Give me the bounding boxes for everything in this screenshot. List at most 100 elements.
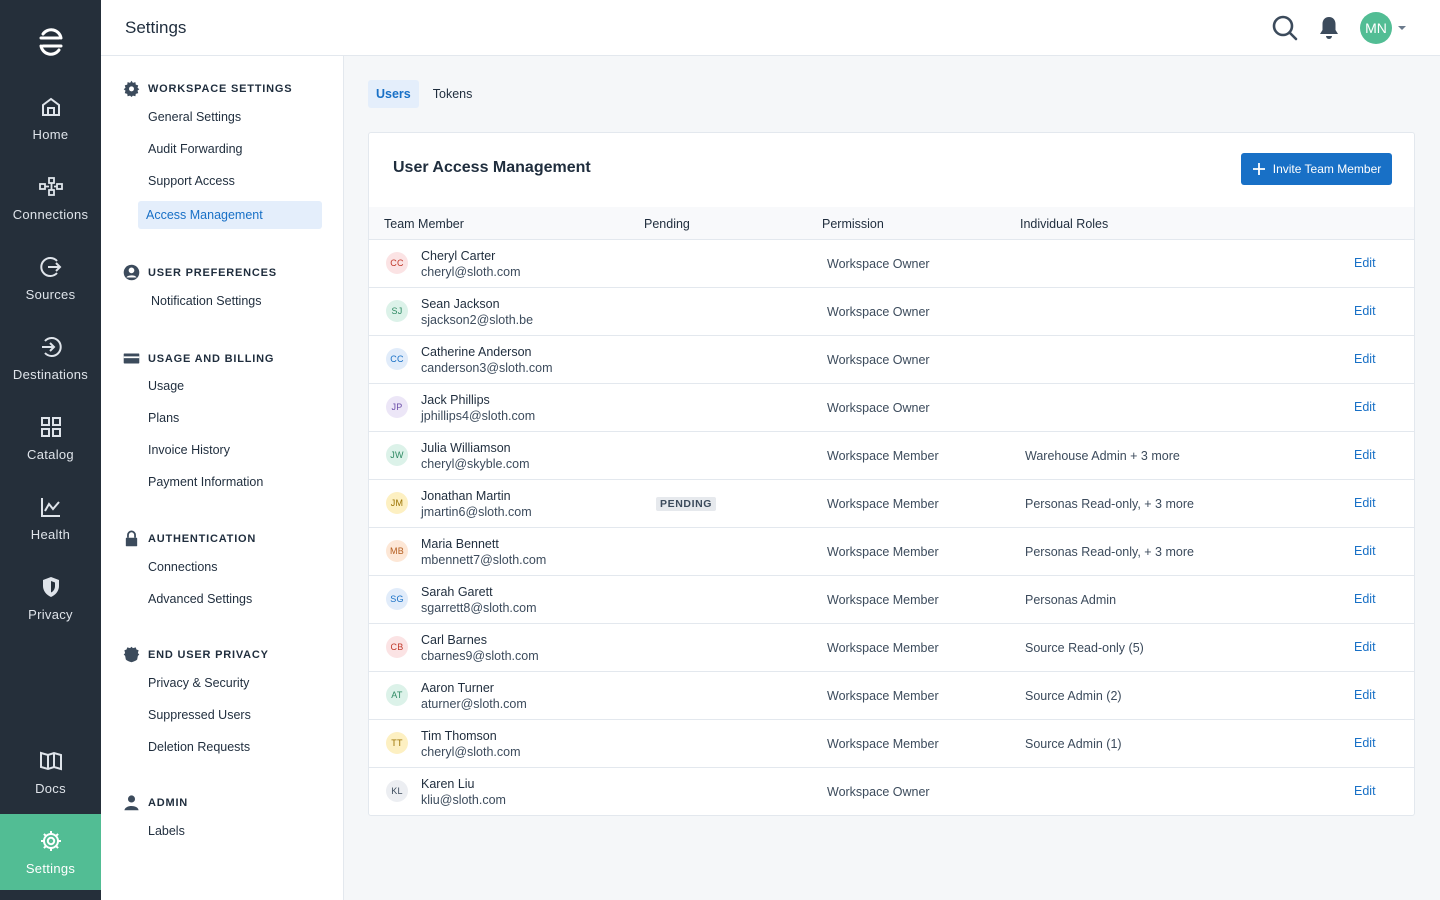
user-avatar[interactable]: MN [1360,12,1392,44]
member-email: mbennett7@sloth.com [421,553,547,567]
edit-link[interactable]: Edit [1354,304,1376,318]
table-row: CC Catherine Anderson canderson3@sloth.com… [369,336,1414,384]
section-title: AUTHENTICATION [148,532,257,545]
nav-labels[interactable]: Labels [148,824,185,838]
section-title: USAGE AND BILLING [148,352,275,365]
nav-notification-settings[interactable]: Notification Settings [151,294,262,308]
table-row: SJ Sean Jackson sjackson2@sloth.be Workspac… [369,288,1414,336]
table-row: CB Carl Barnes cbarnes9@sloth.com Workspace… [369,624,1414,672]
settings-tabs: Users Tokens [368,80,486,108]
member-name: Julia Williamson [421,441,511,455]
plus-icon [1252,163,1265,175]
bell-icon[interactable] [1316,15,1342,41]
avatar: JP [386,396,408,418]
rail-item-privacy[interactable]: Privacy [0,560,101,636]
tab-users[interactable]: Users [368,80,419,108]
edit-link[interactable]: Edit [1354,688,1376,702]
member-email: sjackson2@sloth.be [421,313,534,327]
docs-icon [39,751,62,770]
invite-team-member-button[interactable]: Invite Team Member [1241,153,1392,185]
member-email: jphillips4@sloth.com [421,409,536,423]
nav-usage[interactable]: Usage [148,379,185,393]
nav-general-settings[interactable]: General Settings [148,110,242,124]
nav-advanced-settings[interactable]: Advanced Settings [148,592,253,606]
member-name: Tim Thomson [421,729,497,743]
edit-link[interactable]: Edit [1354,592,1376,606]
page-title: Settings [125,18,187,37]
nav-deletion-requests[interactable]: Deletion Requests [148,740,251,754]
sources-icon [39,256,61,277]
permission: Workspace Member [827,449,939,463]
rail-item-health[interactable]: Health [0,480,101,556]
rail-item-catalog[interactable]: Catalog [0,400,101,476]
rail-label: Privacy [28,606,73,622]
member-email: kliu@sloth.com [421,793,506,807]
member-name: Maria Bennett [421,537,499,551]
table-row: KL Karen Liu kliu@sloth.com Workspace Owner… [369,768,1414,815]
user-circle-icon [123,264,140,281]
segment-logo-icon[interactable] [0,22,101,62]
health-icon [40,497,60,517]
permission: Workspace Member [827,497,939,511]
nav-audit-forwarding[interactable]: Audit Forwarding [148,142,243,156]
table-row: JP Jack Phillips jphillips4@sloth.com Works… [369,384,1414,432]
rail-item-home[interactable]: Home [0,80,101,156]
column-header: Individual Roles [1020,217,1109,231]
rail-item-connections[interactable]: Connections [0,160,101,236]
individual-roles: Personas Read-only, + 3 more [1025,545,1194,559]
column-header: Team Member [384,217,464,231]
edit-link[interactable]: Edit [1354,400,1376,414]
member-name: Aaron Turner [421,681,494,695]
user-access-card: User Access Management Invite Team Membe… [368,132,1415,816]
rail-label: Catalog [27,446,74,462]
column-header: Permission [822,217,884,231]
rail-item-docs[interactable]: Docs [0,734,101,810]
chevron-down-icon[interactable] [1397,23,1407,33]
avatar: KL [386,780,408,802]
edit-link[interactable]: Edit [1354,784,1376,798]
edit-link[interactable]: Edit [1354,736,1376,750]
permission: Workspace Owner [827,353,930,367]
tab-tokens[interactable]: Tokens [432,87,473,101]
avatar: SG [386,588,408,610]
home-icon [41,97,60,116]
member-name: Sarah Garett [421,585,493,599]
edit-link[interactable]: Edit [1354,496,1376,510]
settings-subnav: WORKSPACE SETTINGS General Settings Audi… [101,56,344,900]
nav-auth-connections[interactable]: Connections [148,560,218,574]
member-name: Jonathan Martin [421,489,511,503]
nav-invoice-history[interactable]: Invoice History [148,443,230,457]
column-header: Pending [644,217,690,231]
edit-link[interactable]: Edit [1354,256,1376,270]
rail-item-settings[interactable]: Settings [0,814,101,890]
nav-payment-information[interactable]: Payment Information [148,475,264,489]
permission: Workspace Member [827,689,939,703]
member-email: cheryl@sloth.com [421,265,521,279]
search-icon[interactable] [1271,14,1299,42]
user-icon [124,795,139,811]
edit-link[interactable]: Edit [1354,352,1376,366]
credit-card-icon [123,353,140,364]
nav-support-access[interactable]: Support Access [148,174,235,188]
member-email: aturner@sloth.com [421,697,527,711]
edit-link[interactable]: Edit [1354,544,1376,558]
nav-access-management[interactable]: Access Management [138,201,322,229]
privacy-icon [42,576,59,597]
edit-link[interactable]: Edit [1354,448,1376,462]
pending-badge: PENDING [656,497,717,511]
nav-plans[interactable]: Plans [148,411,180,425]
edit-link[interactable]: Edit [1354,640,1376,654]
member-name: Carl Barnes [421,633,487,647]
avatar: CC [386,348,408,370]
lock-icon [125,530,138,547]
rail-item-sources[interactable]: Sources [0,240,101,316]
nav-suppressed-users[interactable]: Suppressed Users [148,708,251,722]
avatar: AT [386,684,408,706]
rail-item-destinations[interactable]: Destinations [0,320,101,396]
member-email: cbarnes9@sloth.com [421,649,539,663]
individual-roles: Source Admin (2) [1025,689,1122,703]
nav-privacy-security[interactable]: Privacy & Security [148,676,250,690]
avatar: CC [386,252,408,274]
avatar: JW [386,444,408,466]
connections-icon [38,176,63,196]
